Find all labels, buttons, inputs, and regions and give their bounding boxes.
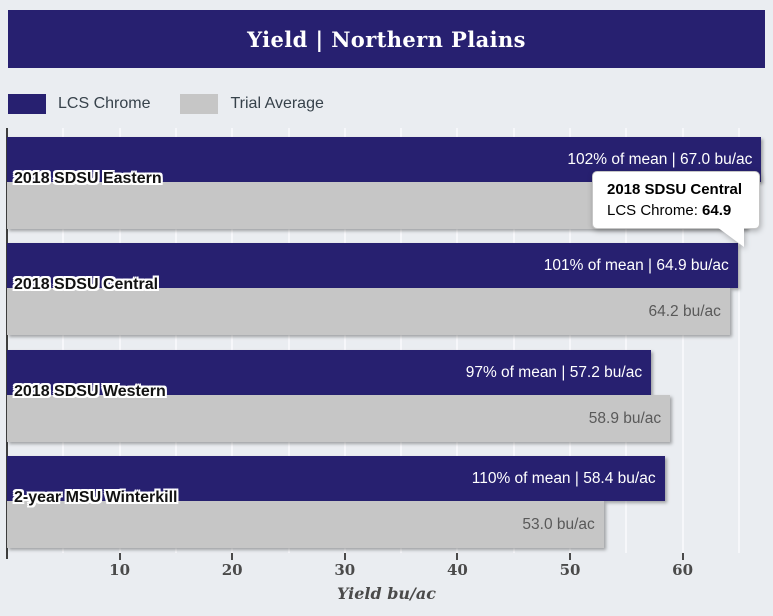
gridline <box>512 128 515 553</box>
bar-group-central: 101% of mean | 64.9 bu/ac 64.2 bu/ac 201… <box>7 243 766 335</box>
tooltip-series-line: LCS Chrome: 64.9 <box>607 200 749 221</box>
tooltip-title: 2018 SDSU Central <box>607 181 743 198</box>
legend-swatch-lcs-chrome <box>8 94 46 114</box>
x-axis-tick-label: 20 <box>221 561 243 579</box>
x-axis-tick <box>456 553 459 560</box>
header-bar: Yield | Northern Plains <box>8 10 765 68</box>
gridline <box>174 128 177 553</box>
bar-group-eastern: 102% of mean | 67.0 bu/ac 2018 SDSU East… <box>7 137 766 229</box>
chart-title: Yield | Northern Plains <box>247 26 526 52</box>
bar-trial-average-western[interactable]: 58.9 bu/ac <box>7 395 671 442</box>
gridline <box>231 128 234 553</box>
gridline <box>62 128 65 553</box>
x-axis-tick <box>681 553 684 560</box>
bar-value-label: 101% of mean | 64.9 bu/ac <box>543 256 729 274</box>
bar-lcs-chrome-central[interactable]: 101% of mean | 64.9 bu/ac <box>7 243 738 288</box>
x-axis-tick-label: 30 <box>334 561 356 579</box>
category-label-central: 2018 SDSU Central <box>14 276 159 293</box>
bar-lcs-chrome-winterkill[interactable]: 110% of mean | 58.4 bu/ac <box>7 456 665 501</box>
y-axis-line <box>6 128 8 559</box>
gridline <box>569 128 571 553</box>
legend-swatch-trial-average <box>180 94 219 114</box>
gridline <box>456 128 459 553</box>
gridline <box>681 128 684 553</box>
bar-group-winterkill: 110% of mean | 58.4 bu/ac 53.0 bu/ac 2-y… <box>7 456 766 548</box>
bar-group-western: 97% of mean | 57.2 bu/ac 58.9 bu/ac 2018… <box>7 350 766 442</box>
x-axis-tick <box>231 553 234 560</box>
legend: LCS Chrome Trial Average <box>8 94 324 114</box>
gridline <box>625 128 628 553</box>
gridline <box>737 128 740 553</box>
bar-lcs-chrome-western[interactable]: 97% of mean | 57.2 bu/ac <box>7 350 652 395</box>
gridline <box>343 128 346 553</box>
tooltip: 2018 SDSU Central LCS Chrome: 64.9 <box>592 171 760 247</box>
category-label-winterkill: 2-year MSU Winterkill <box>14 489 178 506</box>
legend-item-lcs-chrome[interactable]: LCS Chrome <box>8 94 150 114</box>
bar-trial-average-central[interactable]: 64.2 bu/ac <box>7 288 730 335</box>
legend-label-trial-average: Trial Average <box>230 95 324 112</box>
tooltip-value: 64.9 <box>702 202 732 219</box>
x-axis-tick <box>343 553 346 560</box>
tooltip-pointer-icon <box>717 227 744 247</box>
legend-item-trial-average[interactable]: Trial Average <box>180 94 324 114</box>
gridline <box>400 128 403 553</box>
bar-lcs-chrome-eastern[interactable]: 102% of mean | 67.0 bu/ac <box>7 137 762 182</box>
plot-area: 102% of mean | 67.0 bu/ac 2018 SDSU East… <box>6 128 766 579</box>
tooltip-series-label: LCS Chrome: <box>607 202 703 219</box>
legend-label-lcs-chrome: LCS Chrome <box>58 95 151 112</box>
gridline <box>287 128 290 553</box>
x-axis-tick-label: 40 <box>446 561 468 579</box>
x-axis-title: Yield bu/ac <box>336 584 436 603</box>
x-axis-tick <box>569 553 571 560</box>
x-axis-tick-label: 50 <box>559 561 581 579</box>
bar-value-label: 102% of mean | 67.0 bu/ac <box>567 150 753 168</box>
bar-value-label: 53.0 bu/ac <box>522 515 595 533</box>
category-label-eastern: 2018 SDSU Eastern <box>14 170 162 187</box>
bar-value-label: 97% of mean | 57.2 bu/ac <box>465 363 643 381</box>
gridline <box>118 128 121 553</box>
x-axis-tick-label: 60 <box>672 561 694 579</box>
bar-value-label: 64.2 bu/ac <box>648 302 721 320</box>
x-axis-tick-label: 10 <box>109 561 131 579</box>
bar-trial-average-winterkill[interactable]: 53.0 bu/ac <box>7 501 604 548</box>
bar-value-label: 58.9 bu/ac <box>588 409 662 427</box>
category-label-western: 2018 SDSU Western <box>14 383 166 400</box>
bar-value-label: 110% of mean | 58.4 bu/ac <box>471 469 656 487</box>
x-axis-tick <box>118 553 121 560</box>
